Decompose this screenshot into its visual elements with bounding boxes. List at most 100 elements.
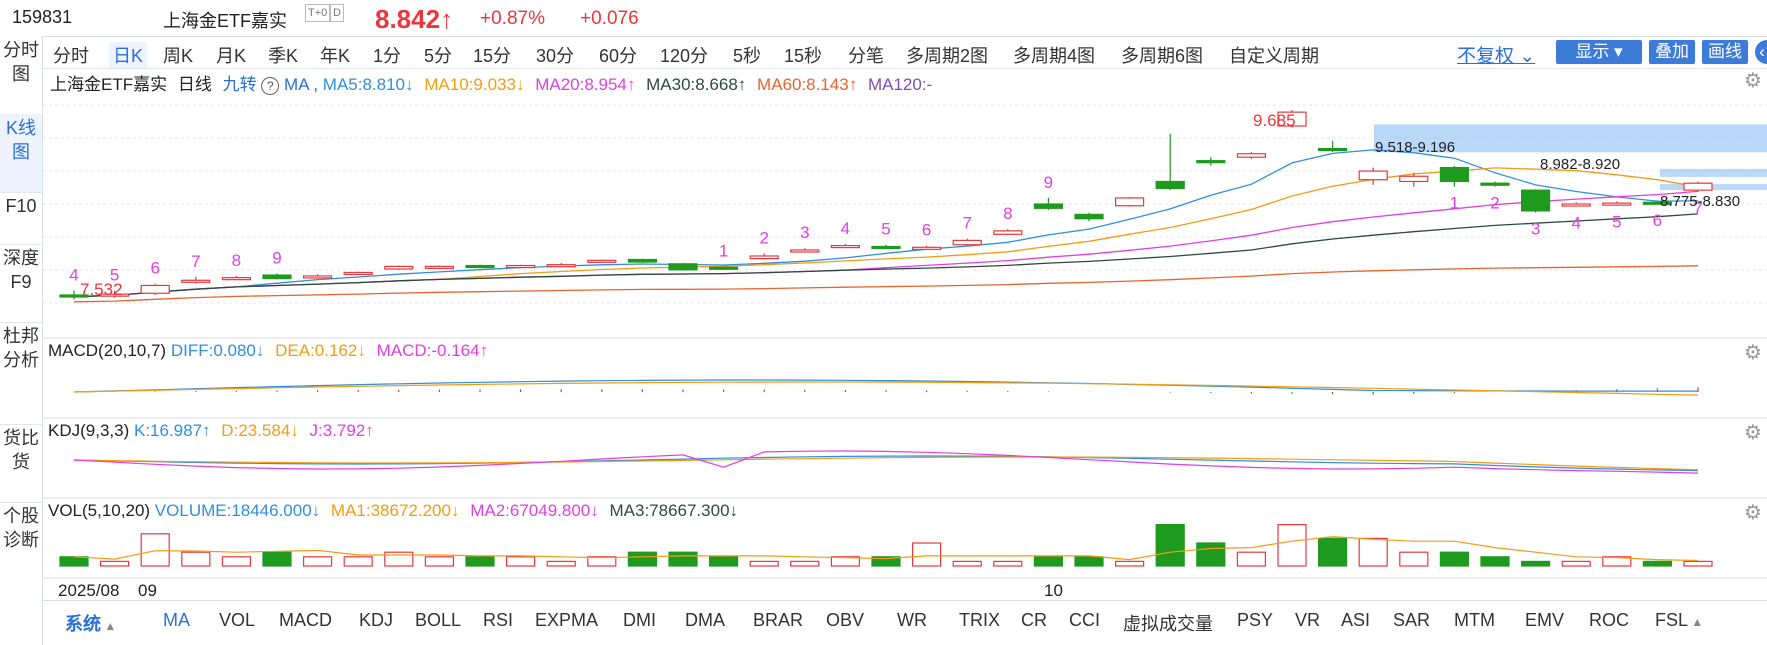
period-week[interactable]: 周K [163, 46, 194, 66]
gear-icon[interactable]: ⚙ [1744, 502, 1762, 524]
period-day[interactable]: 日K [109, 42, 148, 68]
volume-bar [1602, 556, 1632, 567]
volume-bar [262, 551, 292, 567]
caret-up-icon: ▲ [1688, 615, 1704, 629]
period-5sec[interactable]: 5秒 [733, 46, 762, 66]
volume-bar [911, 542, 942, 567]
indicator-obv[interactable]: OBV [826, 610, 865, 630]
period-15min[interactable]: 15分 [473, 46, 512, 66]
sidebar-item-compare[interactable]: 货比货 [0, 424, 42, 503]
jiuzhuan-label: 3 [800, 223, 809, 242]
ma5-value: MA5:8.810↓ [322, 75, 414, 94]
zone-mid-label: 8.982-8.920 [1540, 156, 1621, 173]
sidebar-item-kline[interactable]: K线图 [0, 114, 42, 193]
gear-icon[interactable]: ⚙ [1744, 422, 1762, 444]
jiuzhuan-label: 9 [1044, 173, 1053, 192]
period-30min[interactable]: 30分 [536, 46, 575, 66]
indicator-brar[interactable]: BRAR [753, 610, 804, 630]
fuquan-dropdown[interactable]: 不复权 ⌄ [1457, 46, 1536, 67]
indicator-ma[interactable]: MA [163, 610, 190, 630]
jiuzhuan-label: 2 [1490, 194, 1499, 213]
xaxis-oct: 10 [1044, 581, 1063, 600]
indicator-mtm[interactable]: MTM [1454, 610, 1495, 630]
display-button[interactable]: 显示 ▾ [1556, 40, 1642, 64]
volume-bar [1317, 537, 1348, 567]
candle-body [1358, 170, 1388, 181]
indicator-psy[interactable]: PSY [1237, 610, 1274, 630]
volume-bar [99, 560, 130, 567]
zone-low-label: 8.775-8.830 [1660, 193, 1741, 210]
sidebar-item-diagnosis[interactable]: 个股诊断 [3, 506, 39, 550]
indicator-bar: 系统 ▲ MA VOL MACD KDJ BOLL RSI EXPMA DMI … [43, 600, 1767, 643]
indicator-macd[interactable]: MACD [279, 610, 332, 630]
period-tick[interactable]: 分笔 [848, 46, 884, 66]
indicator-boll[interactable]: BOLL [415, 610, 462, 630]
indicator-emv[interactable]: EMV [1525, 610, 1565, 630]
ma20-value: MA20:8.954↑ [535, 75, 636, 94]
indicator-dmi[interactable]: DMI [623, 610, 656, 630]
candle-body [1033, 203, 1064, 209]
indicator-fsl[interactable]: FSL ▲ [1655, 610, 1704, 630]
period-multi6[interactable]: 多周期6图 [1121, 46, 1204, 66]
stock-code[interactable]: 159831 [12, 7, 73, 27]
indicator-rsi[interactable]: RSI [483, 610, 514, 630]
candle-body [1480, 182, 1510, 186]
stock-name[interactable]: 上海金ETF嘉实 [163, 11, 287, 31]
vol-name: VOL(5,10,20) [48, 501, 151, 520]
indicator-cr[interactable]: CR [1021, 610, 1047, 630]
jiuzhuan-toggle[interactable]: 九转 [222, 75, 257, 94]
jiuzhuan-label: 3 [1531, 220, 1540, 239]
indicator-sar[interactable]: SAR [1393, 610, 1431, 630]
indicator-dma[interactable]: DMA [685, 610, 725, 630]
jiuzhuan-label: 8 [232, 251, 241, 270]
gear-icon[interactable]: ⚙ [1744, 70, 1762, 92]
volume-bar [668, 551, 698, 567]
period-1min[interactable]: 1分 [373, 46, 402, 66]
gear-icon[interactable]: ⚙ [1744, 342, 1762, 364]
period-custom[interactable]: 自定义周期 [1229, 46, 1319, 66]
vol-ma1: MA1:38672.200↓ [330, 501, 460, 520]
vol-volume: VOLUME:18446.000↓ [154, 501, 321, 520]
overlay-button[interactable]: 叠加 [1649, 40, 1695, 64]
volume-bar [221, 556, 251, 567]
volume-bar [1155, 523, 1185, 567]
period-multi4[interactable]: 多周期4图 [1013, 46, 1096, 66]
indicator-vol[interactable]: VOL [219, 610, 256, 630]
volume-bar [952, 560, 982, 567]
candle-body [465, 264, 495, 269]
indicator-cci[interactable]: CCI [1069, 610, 1100, 630]
period-15sec[interactable]: 15秒 [784, 46, 823, 66]
volume-bar [303, 556, 333, 567]
collapse-icon[interactable]: ‹ [1755, 40, 1767, 64]
zone-high-label: 9.518-9.196 [1375, 139, 1456, 156]
indicator-system[interactable]: 系统 ▲ [65, 614, 117, 634]
sidebar-item-depth-f9[interactable]: 深度F9 [0, 244, 42, 323]
candle-body [830, 245, 861, 249]
jiuzhuan-label: 7 [191, 252, 200, 271]
volume-bar [1196, 542, 1226, 567]
period-multi2[interactable]: 多周期2图 [906, 46, 989, 66]
help-icon[interactable]: ? [261, 77, 280, 95]
period-5min[interactable]: 5分 [424, 46, 453, 66]
indicator-roc[interactable]: ROC [1589, 610, 1629, 630]
candle-body [749, 255, 779, 260]
period-fenshi[interactable]: 分时 [53, 46, 89, 66]
indicator-expma[interactable]: EXPMA [535, 610, 599, 630]
indicator-virtual-volume[interactable]: 虚拟成交量 [1123, 614, 1213, 634]
sidebar-item-f10[interactable]: F10 [0, 192, 42, 245]
indicator-asi[interactable]: ASI [1341, 610, 1371, 630]
volume-bar [1439, 551, 1470, 567]
indicator-wr[interactable]: WR [897, 610, 927, 630]
macd-legend: MACD(20,10,7) DIFF:0.080↓ DEA:0.162↓ MAC… [48, 341, 488, 361]
period-month[interactable]: 月K [216, 46, 247, 66]
period-120min[interactable]: 120分 [660, 46, 709, 66]
indicator-trix[interactable]: TRIX [959, 610, 1001, 630]
sidebar-item-dupont[interactable]: 杜邦分析 [0, 322, 42, 425]
period-season[interactable]: 季K [268, 46, 299, 66]
indicator-kdj[interactable]: KDJ [359, 610, 394, 630]
period-60min[interactable]: 60分 [599, 46, 638, 66]
period-year[interactable]: 年K [320, 46, 351, 66]
draw-line-button[interactable]: 画线 [1702, 40, 1748, 64]
indicator-vr[interactable]: VR [1295, 610, 1321, 630]
